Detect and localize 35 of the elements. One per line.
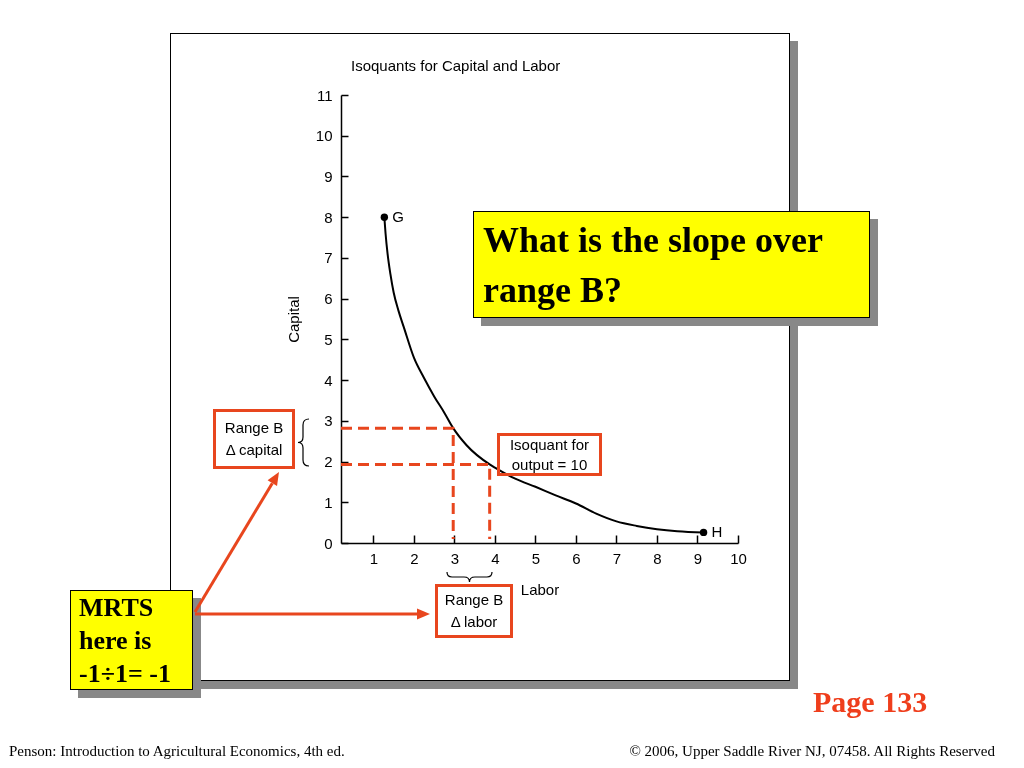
x-axis-title: Labor	[520, 580, 560, 598]
y-tick-label: 8	[324, 208, 333, 226]
text: Page 133	[813, 685, 928, 718]
y-tick-label: 3	[324, 412, 333, 430]
y-tick-label: 4	[324, 371, 333, 389]
y-tick-label: 0	[324, 534, 333, 552]
annotation: H	[711, 523, 723, 541]
x-tick-label: 5	[531, 549, 541, 567]
annotation: What is the slope over range B?	[483, 218, 824, 312]
y-axis-title: Capital	[284, 296, 302, 343]
x-tick-label: 4	[491, 549, 500, 567]
x-tick-label: 10	[730, 549, 747, 567]
text: Range B Δ labor	[444, 590, 504, 632]
y-tick-label: 5	[324, 330, 333, 348]
annotation: Isoquant for output = 10	[509, 434, 590, 475]
text: MRTS here is -1÷1= -1	[79, 591, 172, 690]
y-tick-label: 10	[315, 127, 333, 145]
y-tick-label: 9	[324, 167, 333, 185]
chart-title: Isoquants for Capital and Labor	[351, 57, 561, 74]
text: Range B Δ capital	[224, 418, 284, 460]
annotation: G	[392, 208, 405, 226]
x-tick-label: 3	[450, 549, 460, 567]
x-tick-label: 6	[572, 549, 581, 567]
text: Penson: Introduction to Agricultural Economics, 4th ed.	[9, 743, 345, 759]
x-tick-label: 2	[410, 549, 419, 567]
y-tick-label: 2	[324, 453, 333, 471]
y-tick-label: 11	[316, 86, 333, 104]
y-tick-label: 6	[324, 290, 333, 308]
x-tick-label: 8	[653, 549, 662, 567]
y-tick-label: 7	[324, 249, 333, 267]
text: © 2006, Upper Saddle River NJ, 07458. All Rights Reserved	[629, 743, 995, 759]
x-tick-label: 9	[693, 549, 703, 567]
y-tick-label: 1	[324, 493, 333, 511]
x-tick-label: 7	[612, 549, 622, 567]
x-tick-label: 1	[369, 549, 379, 567]
